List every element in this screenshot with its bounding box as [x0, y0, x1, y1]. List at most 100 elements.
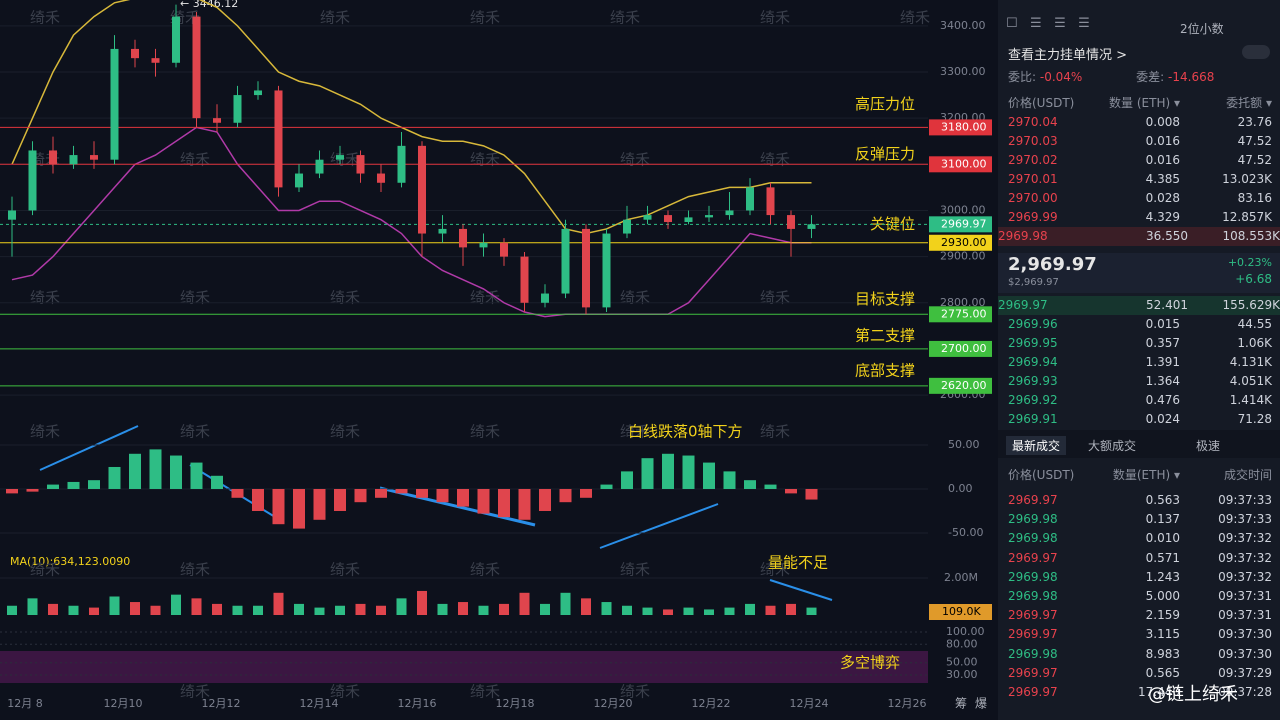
book-cell: 4.385 — [1145, 172, 1180, 186]
watermark: 绮禾 — [470, 289, 500, 307]
x-tick-label: 12月12 — [202, 697, 241, 710]
trade-price: 2969.97 — [1008, 493, 1058, 507]
book-cell: 36.550 — [1146, 229, 1188, 243]
annotation: 白线跌落0轴下方 — [628, 423, 743, 441]
book-cell: 12.857K — [1222, 210, 1272, 224]
toggle[interactable] — [1242, 45, 1270, 59]
book-cell: 23.76 — [1237, 115, 1272, 129]
macd-bar — [334, 488, 346, 511]
candle-body — [643, 215, 652, 220]
header: 数量 (ETH) ▾ — [1109, 96, 1180, 110]
volume-bar — [109, 596, 120, 615]
candle-body — [664, 215, 672, 222]
trade-time: 09:37:29 — [1218, 665, 1272, 680]
level-box — [929, 156, 992, 173]
volume-bar — [806, 607, 817, 615]
macd-bar — [498, 488, 510, 518]
watermark: 绮禾 — [900, 9, 930, 27]
level-label: 3100.00 — [941, 157, 987, 170]
trade-price: 2969.97 — [1008, 627, 1058, 642]
book-cell: 1.06K — [1237, 336, 1272, 350]
volume-bar — [519, 592, 530, 615]
header: 价格(USDT) — [1008, 468, 1075, 482]
tab[interactable]: 大额成交 — [1088, 439, 1137, 453]
macd-bar — [805, 488, 818, 500]
candle-body — [274, 90, 283, 188]
y-tick-label: 2900.00 — [940, 250, 986, 263]
y-tick-label: 50.00 — [946, 656, 978, 669]
volume-bar — [663, 609, 673, 615]
x-tick-label: 12月22 — [692, 697, 731, 710]
watermark: 绮禾 — [760, 9, 790, 27]
watermark: 绮禾 — [180, 683, 210, 701]
trade-time: 09:37:31 — [1218, 589, 1272, 603]
volume-bar — [622, 605, 632, 615]
decimals-select[interactable]: 2位小数 — [1180, 22, 1224, 36]
macd-bar — [416, 488, 428, 498]
last-price-box — [998, 253, 1280, 293]
trade-price: 2969.98 — [1008, 589, 1058, 603]
book-cell: 2969.95 — [1008, 336, 1058, 350]
level-text: 目标支撑 — [855, 290, 915, 308]
tabs: 最新成交 大额成交 极速 — [998, 430, 1280, 458]
watermark: 绮禾 — [620, 151, 650, 169]
book-cell: 0.008 — [1145, 115, 1180, 129]
volume-bar — [191, 598, 202, 615]
watermark: 绮禾 — [760, 423, 790, 441]
tab[interactable]: 最新成交 — [1006, 436, 1067, 455]
trade-qty: 0.563 — [1145, 493, 1180, 507]
x-tick-label: 12月 8 — [7, 697, 43, 710]
candle-body — [459, 228, 467, 248]
macd-bar — [231, 488, 244, 498]
book-row: 2969.97 52.401 155.629K — [998, 296, 1280, 315]
arrow — [39, 425, 139, 471]
level-label: 2930.00 — [941, 236, 987, 249]
trade-qty: 5.000 — [1145, 589, 1180, 603]
ratio-label: 委比: — [1008, 70, 1037, 84]
book-row: 2970.00 0.028 83.16 — [1008, 189, 1272, 208]
volume-bar — [212, 603, 222, 615]
book-row: 2970.03 0.016 47.52 — [1008, 132, 1272, 151]
watermark: 绮禾 — [330, 289, 360, 307]
watermark: 绮禾 — [620, 683, 650, 701]
trade-qty: 8.983 — [1145, 646, 1180, 661]
macd-bar — [272, 488, 285, 525]
trade-time: 09:37:32 — [1218, 569, 1272, 584]
book-cell: 1.364 — [1145, 374, 1180, 388]
y-tick-label: 0.00 — [948, 482, 973, 495]
candle-body — [90, 155, 98, 160]
book-cell: 2969.99 — [1008, 210, 1058, 224]
macd-bar — [518, 488, 531, 520]
level-text: 底部支撑 — [855, 361, 915, 379]
macd-bar — [436, 488, 449, 503]
trade-qty: 1.243 — [1145, 569, 1180, 584]
tab[interactable]: 极速 — [1196, 439, 1221, 453]
book-cell: 47.52 — [1237, 153, 1272, 167]
volume-bar — [499, 603, 509, 615]
watermark: 绮禾 — [180, 561, 210, 579]
trade-qty: 0.010 — [1145, 531, 1180, 546]
book-cell: 13.023K — [1222, 172, 1272, 186]
candle-body — [582, 228, 590, 308]
boll-line — [11, 126, 812, 318]
macd-bar — [641, 458, 654, 489]
trade-qty: 0.137 — [1145, 512, 1180, 527]
book-cell: 2970.00 — [1008, 191, 1058, 205]
book-cell: 0.016 — [1145, 134, 1180, 148]
current-label: 2969.97 — [941, 217, 987, 230]
book-cell: 2969.96 — [1008, 317, 1058, 331]
watermark: 绮禾 — [760, 151, 790, 169]
macd-bar — [744, 480, 756, 489]
trade-qty: 17.440 — [1138, 685, 1180, 699]
osc-band — [0, 651, 928, 683]
macd-bar — [457, 488, 469, 507]
trade-price: 2969.98 — [1008, 512, 1058, 527]
volume-box — [929, 604, 992, 620]
watermark: 绮禾 — [330, 151, 360, 169]
main-orders-link[interactable]: 查看主力挂单情况 > — [1008, 48, 1128, 63]
macd-bar — [47, 484, 59, 489]
candle-body — [397, 145, 406, 183]
level-box — [929, 377, 992, 394]
trade-time: 09:37:30 — [1218, 646, 1272, 661]
watermark: 绮禾 — [180, 423, 210, 441]
